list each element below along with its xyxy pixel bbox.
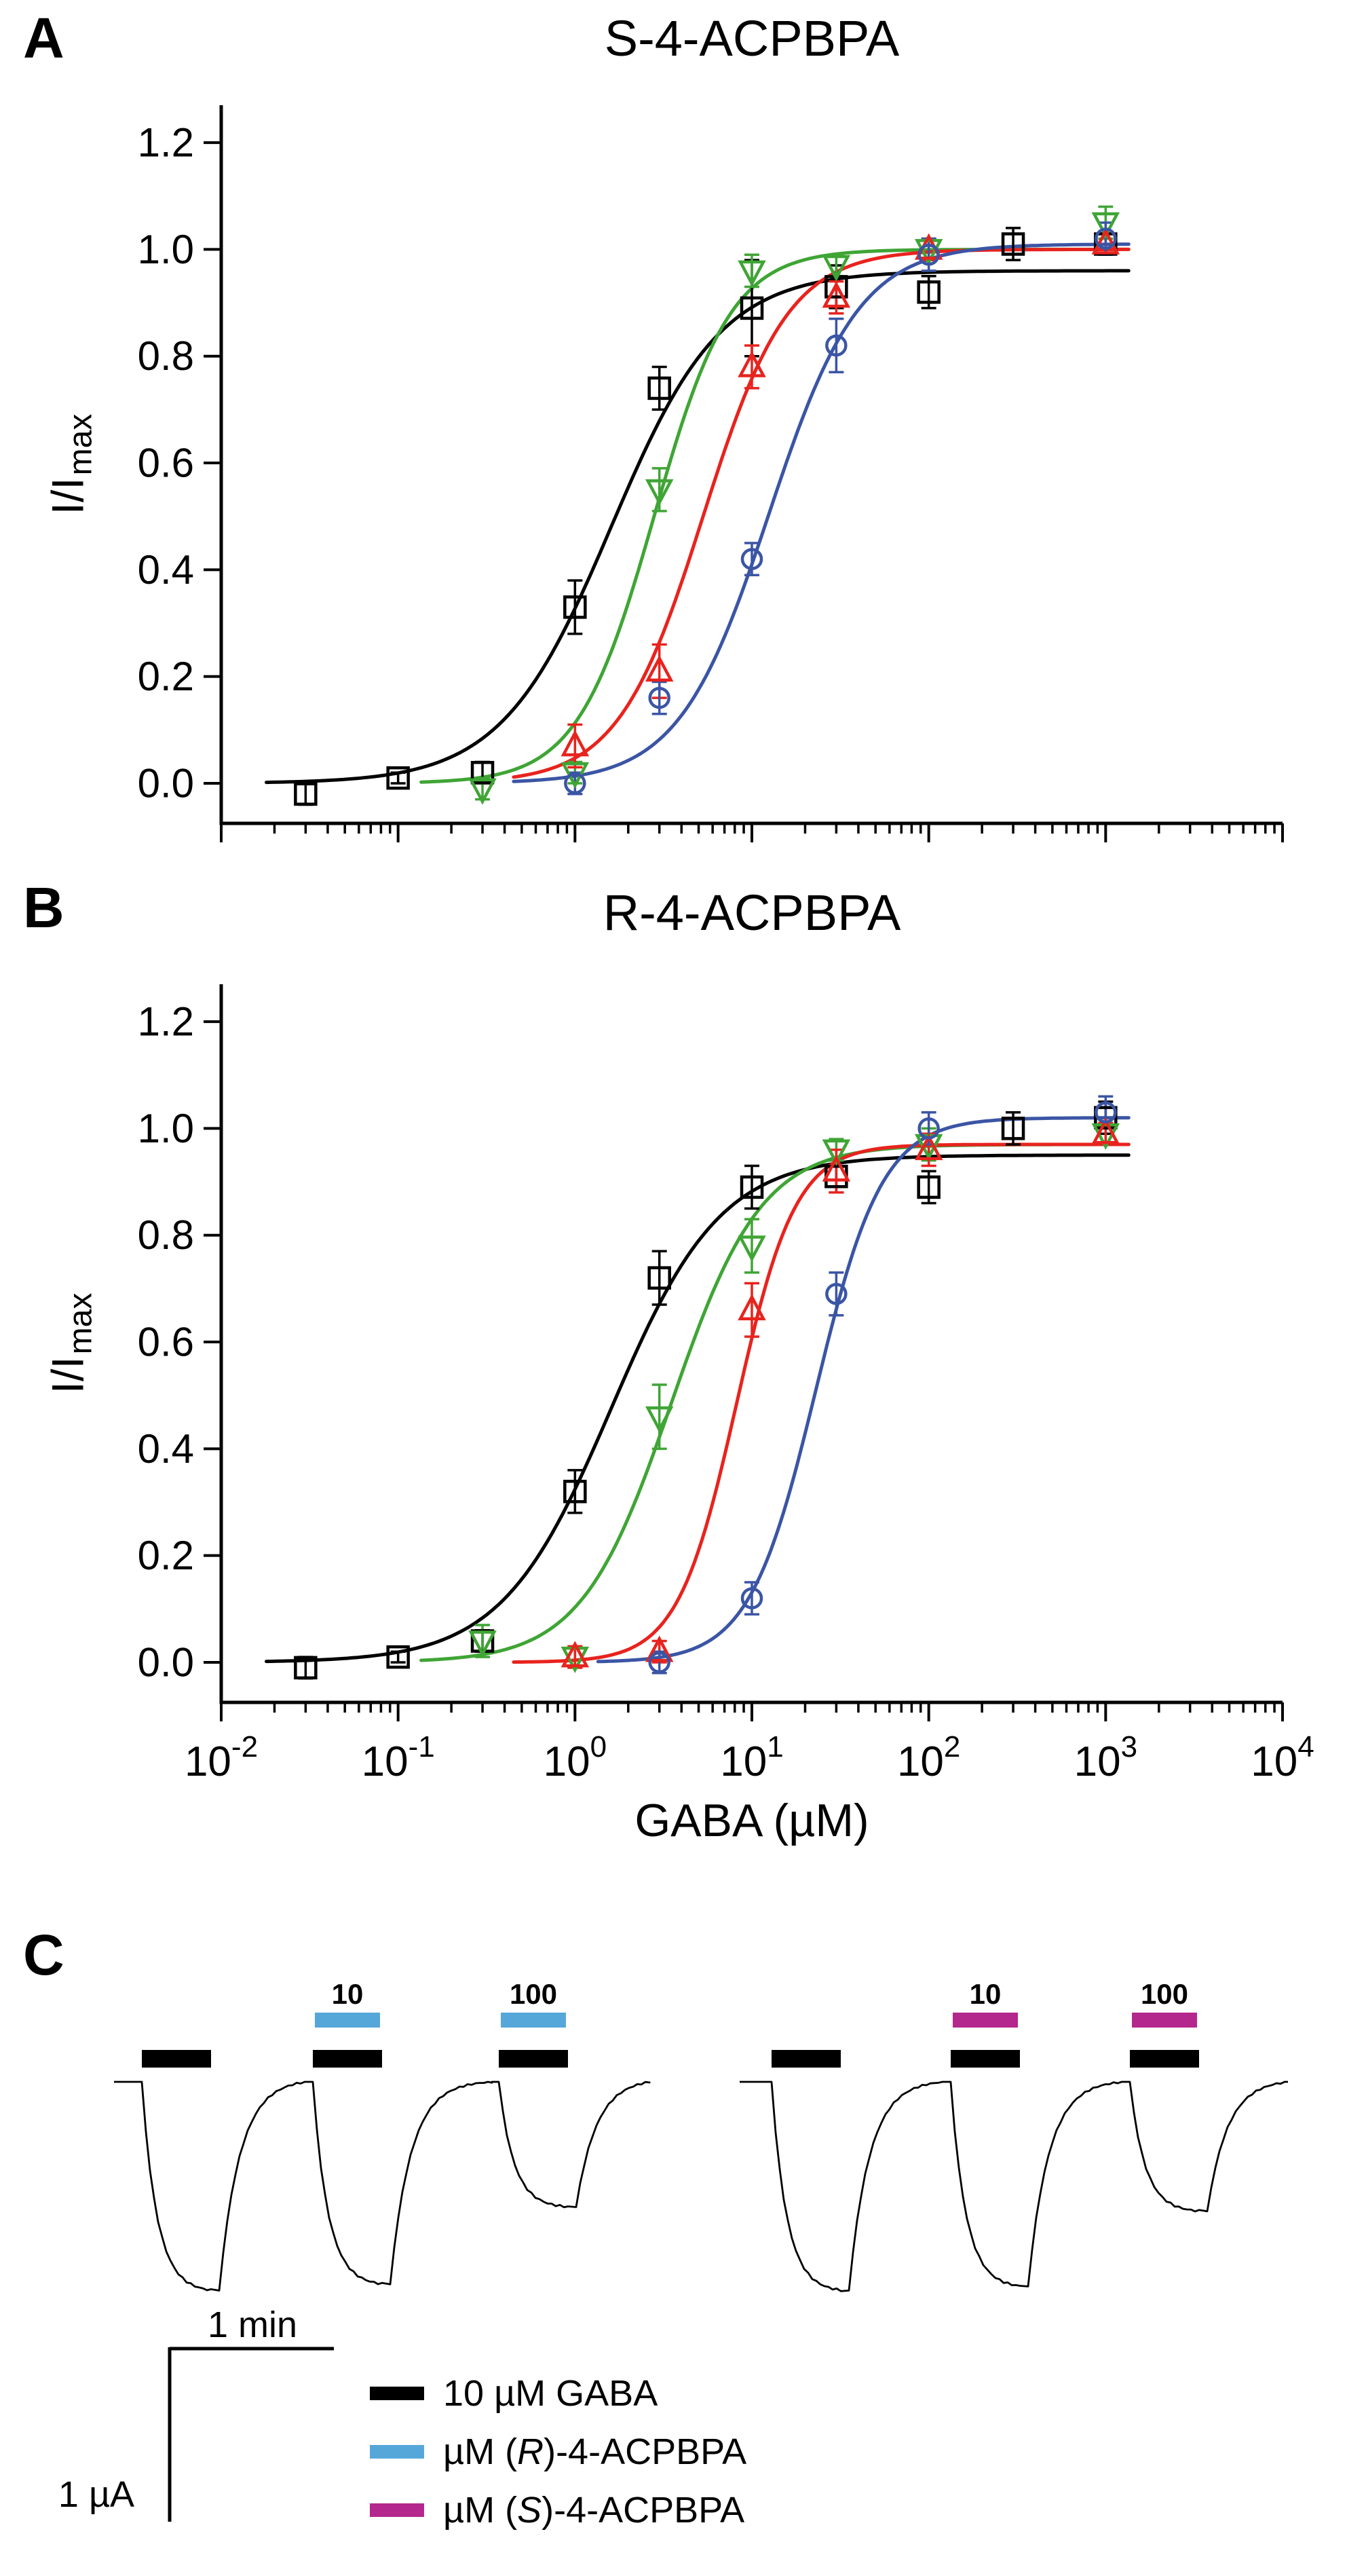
svg-text:1.0: 1.0 (138, 1106, 194, 1151)
svg-text:100: 100 (544, 1730, 607, 1785)
svg-text:0.4: 0.4 (138, 1426, 194, 1472)
legend-s-post: )-4-ACPBPA (542, 2490, 745, 2531)
legend-s-pre: µM ( (443, 2490, 518, 2531)
svg-text:100: 100 (510, 1978, 557, 2010)
panel-c-letter: C (23, 1923, 64, 1987)
svg-text:10: 10 (970, 1978, 1002, 2010)
svg-text:0.4: 0.4 (138, 547, 194, 593)
svg-text:0.8: 0.8 (138, 1212, 194, 1258)
svg-text:104: 104 (1251, 1730, 1314, 1785)
current-scale-label: 1 µA (58, 2474, 135, 2515)
svg-text:103: 103 (1074, 1730, 1137, 1785)
svg-text:1.0: 1.0 (138, 227, 194, 272)
legend-item-s-acpbpa: µM (S)-4-ACPBPA (370, 2490, 744, 2531)
svg-text:10-2: 10-2 (185, 1730, 258, 1785)
svg-text:0.0: 0.0 (138, 1640, 194, 1685)
panel-a-letter: A (23, 6, 64, 70)
dose-response-chart-r: 0.0 0.2 0.4 0.6 0.8 1.0 1.2 10-2 10-1 100 101 102 10… (138, 984, 1314, 1785)
svg-text:102: 102 (897, 1730, 960, 1785)
dose-response-chart-s: 0.0 0.2 0.4 0.6 0.8 1.0 1.2 (138, 105, 1284, 842)
svg-text:1.2: 1.2 (138, 999, 194, 1045)
svg-text:0.6: 0.6 (138, 1320, 194, 1365)
legend-r-pre: µM ( (443, 2431, 518, 2472)
x-axis-label: GABA (µM) (634, 1795, 869, 1846)
svg-text:101: 101 (720, 1730, 783, 1785)
svg-text:0.8: 0.8 (138, 333, 194, 379)
legend-item-gaba: 10 µM GABA (370, 2373, 658, 2414)
legend-swatch-s-acpbpa (370, 2503, 424, 2517)
legend-item-r-acpbpa: µM (R)-4-ACPBPA (370, 2431, 746, 2472)
legend-label-r-acpbpa: µM (R)-4-ACPBPA (443, 2433, 746, 2470)
legend-r-stereo: R (517, 2431, 544, 2472)
legend-label-gaba: 10 µM GABA (443, 2373, 658, 2414)
svg-text:10: 10 (332, 1978, 364, 2010)
panel-b-letter: B (23, 876, 64, 939)
legend-swatch-gaba (370, 2387, 424, 2400)
legend-r-post: )-4-ACPBPA (544, 2431, 747, 2472)
svg-text:0.2: 0.2 (138, 1533, 194, 1578)
svg-text:1.2: 1.2 (138, 120, 194, 166)
svg-text:0.2: 0.2 (138, 654, 194, 699)
legend-s-stereo: S (517, 2490, 542, 2531)
svg-text:10-1: 10-1 (362, 1730, 435, 1785)
trace-recordings: 10 100 10 100 (114, 1978, 1288, 2522)
panel-b-title: R-4-ACPBPA (603, 884, 901, 941)
legend-label-s-acpbpa: µM (S)-4-ACPBPA (443, 2492, 744, 2528)
panel-a-title: S-4-ACPBPA (604, 10, 900, 67)
svg-text:100: 100 (1141, 1978, 1188, 2010)
svg-text:0.0: 0.0 (138, 761, 194, 806)
svg-text:0.6: 0.6 (138, 441, 194, 486)
time-scale-label: 1 min (207, 2304, 298, 2345)
legend-swatch-r-acpbpa (370, 2445, 424, 2459)
